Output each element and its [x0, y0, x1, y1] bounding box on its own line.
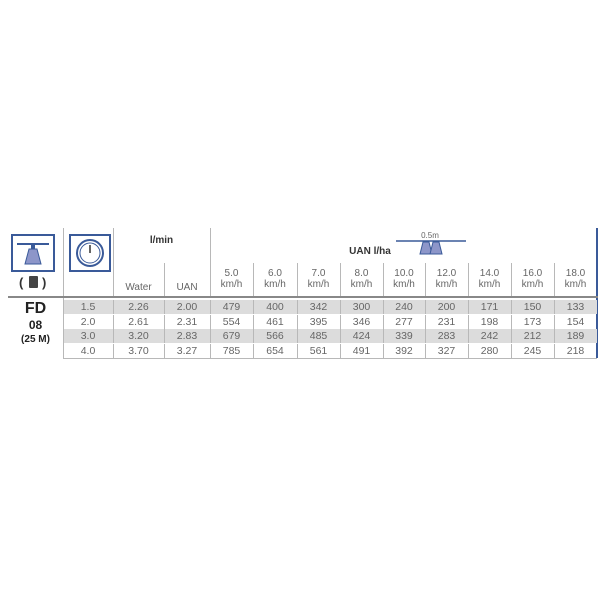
- speed-header: 14.0 km/h: [468, 268, 511, 290]
- speed-value: 16.0: [522, 268, 543, 279]
- rate-cell: 785: [222, 344, 241, 357]
- nozzle-icon-box: [11, 234, 55, 272]
- rate-cell: 133: [566, 301, 585, 313]
- speed-value: 7.0: [311, 268, 326, 279]
- rate-cell: 392: [395, 344, 413, 357]
- svg-text:(: (: [19, 275, 24, 290]
- uan-cell: 2.83: [176, 330, 198, 342]
- filter-icon: ( ): [19, 275, 46, 290]
- rate-cell: 240: [395, 301, 413, 313]
- rate-cell: 554: [222, 315, 241, 328]
- rate-cell: 154: [566, 315, 585, 328]
- speed-value: 14.0: [479, 268, 500, 279]
- table-row: 4.0 3.70 3.27 785 654 561 491 392 327 280 245 218: [63, 343, 597, 358]
- svg-text:): ): [42, 275, 46, 290]
- uan-cell: 3.27: [176, 344, 198, 357]
- rate-cell: 400: [266, 301, 284, 313]
- water-label: Water: [125, 282, 152, 293]
- rate-cell: 212: [523, 330, 542, 342]
- speed-header: 18.0 km/h: [554, 268, 597, 290]
- rate-cell: 150: [523, 301, 542, 313]
- table-row: 2.0 2.61 2.31 554 461 395 346 277 231 198 173 154: [63, 314, 597, 329]
- nozzle-size: 08: [28, 318, 43, 332]
- table-row: 1.5 2.26 2.00 479 400 342 300 240 200 171 150 133: [63, 300, 597, 314]
- water-cell: 2.26: [128, 301, 149, 313]
- speed-value: 5.0: [224, 268, 239, 279]
- rate-cell: 654: [266, 344, 284, 357]
- rate-cell: 171: [480, 301, 499, 313]
- rate-cell: 277: [395, 315, 413, 328]
- speed-value: 6.0: [268, 268, 282, 279]
- speed-unit: km/h: [350, 279, 373, 290]
- speed-header: 16.0 km/h: [511, 268, 554, 290]
- speed-unit: km/h: [435, 279, 458, 290]
- speed-value: 10.0: [394, 268, 414, 279]
- table-row: 3.0 3.20 2.83 679 566 485 424 339 283 242 212 189: [63, 329, 597, 343]
- nozzle-name: FD: [24, 300, 47, 317]
- water-cell: 2.61: [128, 315, 149, 328]
- rate-cell: 200: [437, 301, 456, 313]
- pressure-cell: 1.5: [80, 301, 96, 313]
- pressure-gauge-icon-box: [69, 234, 111, 272]
- rate-cell: 491: [352, 344, 371, 357]
- speed-value: 12.0: [436, 268, 457, 279]
- filter-mesh: (25 M): [21, 334, 50, 345]
- speed-header: 7.0 km/h: [297, 268, 340, 290]
- double-nozzle-icon: [396, 240, 466, 255]
- rate-cell: 283: [437, 330, 456, 342]
- rate-cell: 218: [566, 344, 585, 357]
- speed-value: 18.0: [565, 268, 586, 279]
- pressure-cell: 3.0: [80, 330, 96, 342]
- rate-cell: 679: [222, 330, 241, 342]
- rate-cell: 424: [352, 330, 371, 342]
- speed-header: 5.0 km/h: [210, 268, 253, 290]
- speed-unit: km/h: [220, 279, 243, 290]
- pressure-cell: 2.0: [80, 315, 96, 328]
- nozzle-icon: [17, 243, 49, 265]
- water-cell: 3.20: [128, 330, 149, 342]
- speed-unit: km/h: [564, 279, 587, 290]
- speed-unit: km/h: [264, 279, 286, 290]
- speed-value: 8.0: [354, 268, 369, 279]
- uan-cell: 2.00: [176, 301, 198, 313]
- rate-cell: 231: [437, 315, 456, 328]
- rate-cell: 485: [309, 330, 328, 342]
- speed-header: 8.0 km/h: [340, 268, 383, 290]
- rate-label: UAN l/ha: [349, 246, 391, 257]
- speed-header: 6.0 km/h: [253, 268, 297, 290]
- rate-cell: 198: [480, 315, 499, 328]
- rate-cell: 461: [266, 315, 284, 328]
- speed-unit: km/h: [478, 279, 501, 290]
- speed-unit: km/h: [307, 279, 330, 290]
- water-cell: 3.70: [128, 344, 149, 357]
- speed-header: 10.0 km/h: [383, 268, 425, 290]
- rate-cell: 339: [395, 330, 413, 342]
- speed-header: 12.0 km/h: [425, 268, 468, 290]
- rate-cell: 342: [309, 301, 328, 313]
- rate-cell: 395: [309, 315, 328, 328]
- speed-unit: km/h: [393, 279, 415, 290]
- rate-cell: 346: [352, 315, 371, 328]
- rate-cell: 245: [523, 344, 542, 357]
- uan-label: UAN: [176, 282, 198, 293]
- speed-unit: km/h: [521, 279, 544, 290]
- rate-cell: 189: [566, 330, 585, 342]
- rate-cell: 242: [480, 330, 499, 342]
- pressure-gauge-icon: [76, 239, 104, 267]
- rate-cell: 280: [480, 344, 499, 357]
- rate-cell: 479: [222, 301, 241, 313]
- rate-cell: 173: [523, 315, 542, 328]
- pressure-cell: 4.0: [80, 344, 96, 357]
- rate-cell: 561: [309, 344, 328, 357]
- rate-cell: 300: [352, 301, 371, 313]
- flow-label: l/min: [149, 235, 174, 246]
- rate-cell: 327: [437, 344, 456, 357]
- uan-cell: 2.31: [176, 315, 198, 328]
- rate-cell: 566: [266, 330, 284, 342]
- spacing-label: 0.5m: [421, 231, 439, 240]
